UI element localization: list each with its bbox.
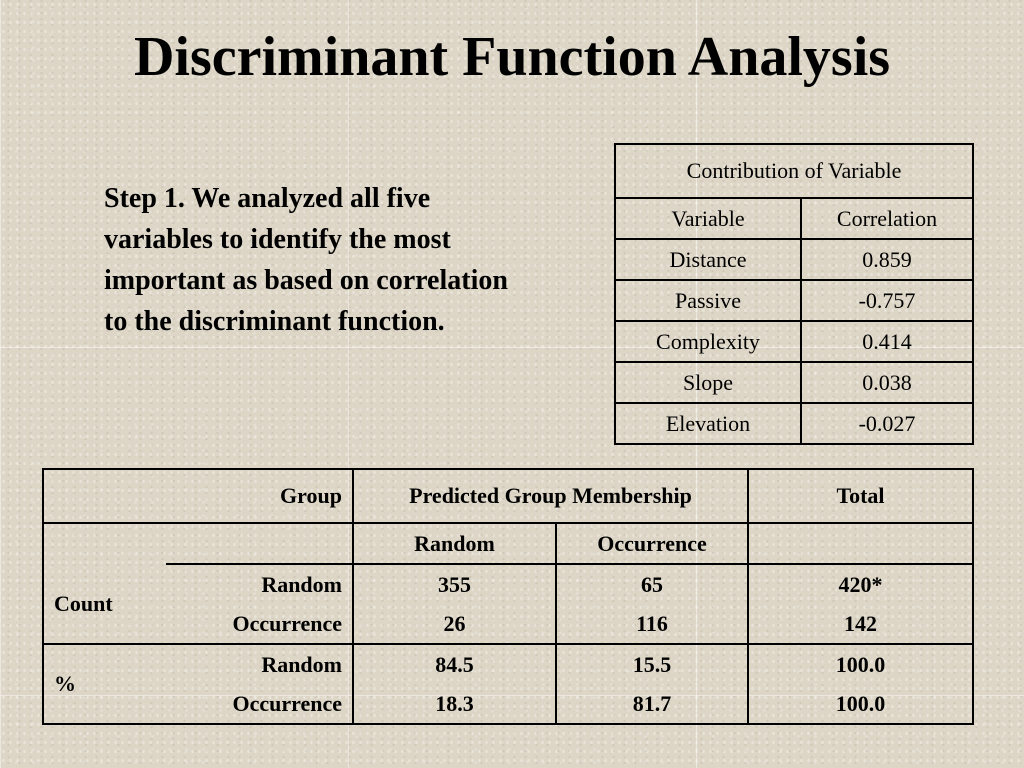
occurrence-cell: 15.5 xyxy=(555,643,749,684)
column-header-variable: Variable xyxy=(614,197,802,240)
table-row: Slope 0.038 xyxy=(614,361,974,404)
contribution-table: Contribution of Variable Variable Correl… xyxy=(614,143,974,445)
correlation-cell: 0.859 xyxy=(800,238,974,281)
header-spacer xyxy=(42,468,166,524)
table-row: Passive -0.757 xyxy=(614,279,974,322)
correlation-cell: -0.757 xyxy=(800,279,974,322)
correlation-cell: -0.027 xyxy=(800,402,974,445)
table-row: Distance 0.859 xyxy=(614,238,974,281)
variable-cell: Complexity xyxy=(614,320,802,363)
column-header-predicted: Predicted Group Membership xyxy=(352,468,749,524)
group-cell: Occurrence xyxy=(166,604,354,645)
random-cell: 355 xyxy=(352,563,557,604)
classification-table: Group Predicted Group Membership Total R… xyxy=(42,468,974,725)
variable-cell: Distance xyxy=(614,238,802,281)
occurrence-cell: 116 xyxy=(555,604,749,645)
table-row: Occurrence 18.3 81.7 100.0 xyxy=(43,684,974,725)
table-row: Occurrence 26 116 142 xyxy=(43,604,974,645)
random-cell: 26 xyxy=(352,604,557,645)
group-cell: Random xyxy=(166,563,354,604)
group-cell: Occurrence xyxy=(166,684,354,725)
slide-title: Discriminant Function Analysis xyxy=(133,26,891,88)
variable-cell: Slope xyxy=(614,361,802,404)
subheader-occurrence: Occurrence xyxy=(555,522,749,565)
table-row: Count Random 355 65 420* xyxy=(42,563,974,645)
subheader-spacer xyxy=(166,522,354,565)
subheader-spacer xyxy=(42,522,166,564)
table-row: % Random 84.5 15.5 100.0 xyxy=(42,643,974,725)
section-label-percent: % xyxy=(42,643,166,725)
table-row: Elevation -0.027 xyxy=(614,402,974,445)
section-label-count: Count xyxy=(42,564,166,645)
variable-cell: Elevation xyxy=(614,402,802,445)
correlation-cell: 0.038 xyxy=(800,361,974,404)
column-header-group: Group xyxy=(166,468,354,524)
occurrence-cell: 81.7 xyxy=(555,684,749,725)
subheader-random: Random xyxy=(352,522,557,565)
total-cell: 100.0 xyxy=(747,643,974,684)
random-cell: 84.5 xyxy=(352,643,557,684)
total-cell: 420* xyxy=(747,563,974,604)
variable-cell: Passive xyxy=(614,279,802,322)
correlation-cell: 0.414 xyxy=(800,320,974,363)
total-cell: 142 xyxy=(747,604,974,645)
subheader-spacer xyxy=(747,522,974,565)
column-header-total: Total xyxy=(747,468,974,524)
column-header-correlation: Correlation xyxy=(800,197,974,240)
total-cell: 100.0 xyxy=(747,684,974,725)
intro-paragraph: Step 1. We analyzed all five variables t… xyxy=(104,183,508,337)
occurrence-cell: 65 xyxy=(555,563,749,604)
group-cell: Random xyxy=(166,643,354,684)
contribution-table-title: Contribution of Variable xyxy=(614,143,974,199)
random-cell: 18.3 xyxy=(352,684,557,725)
table-row: Complexity 0.414 xyxy=(614,320,974,363)
